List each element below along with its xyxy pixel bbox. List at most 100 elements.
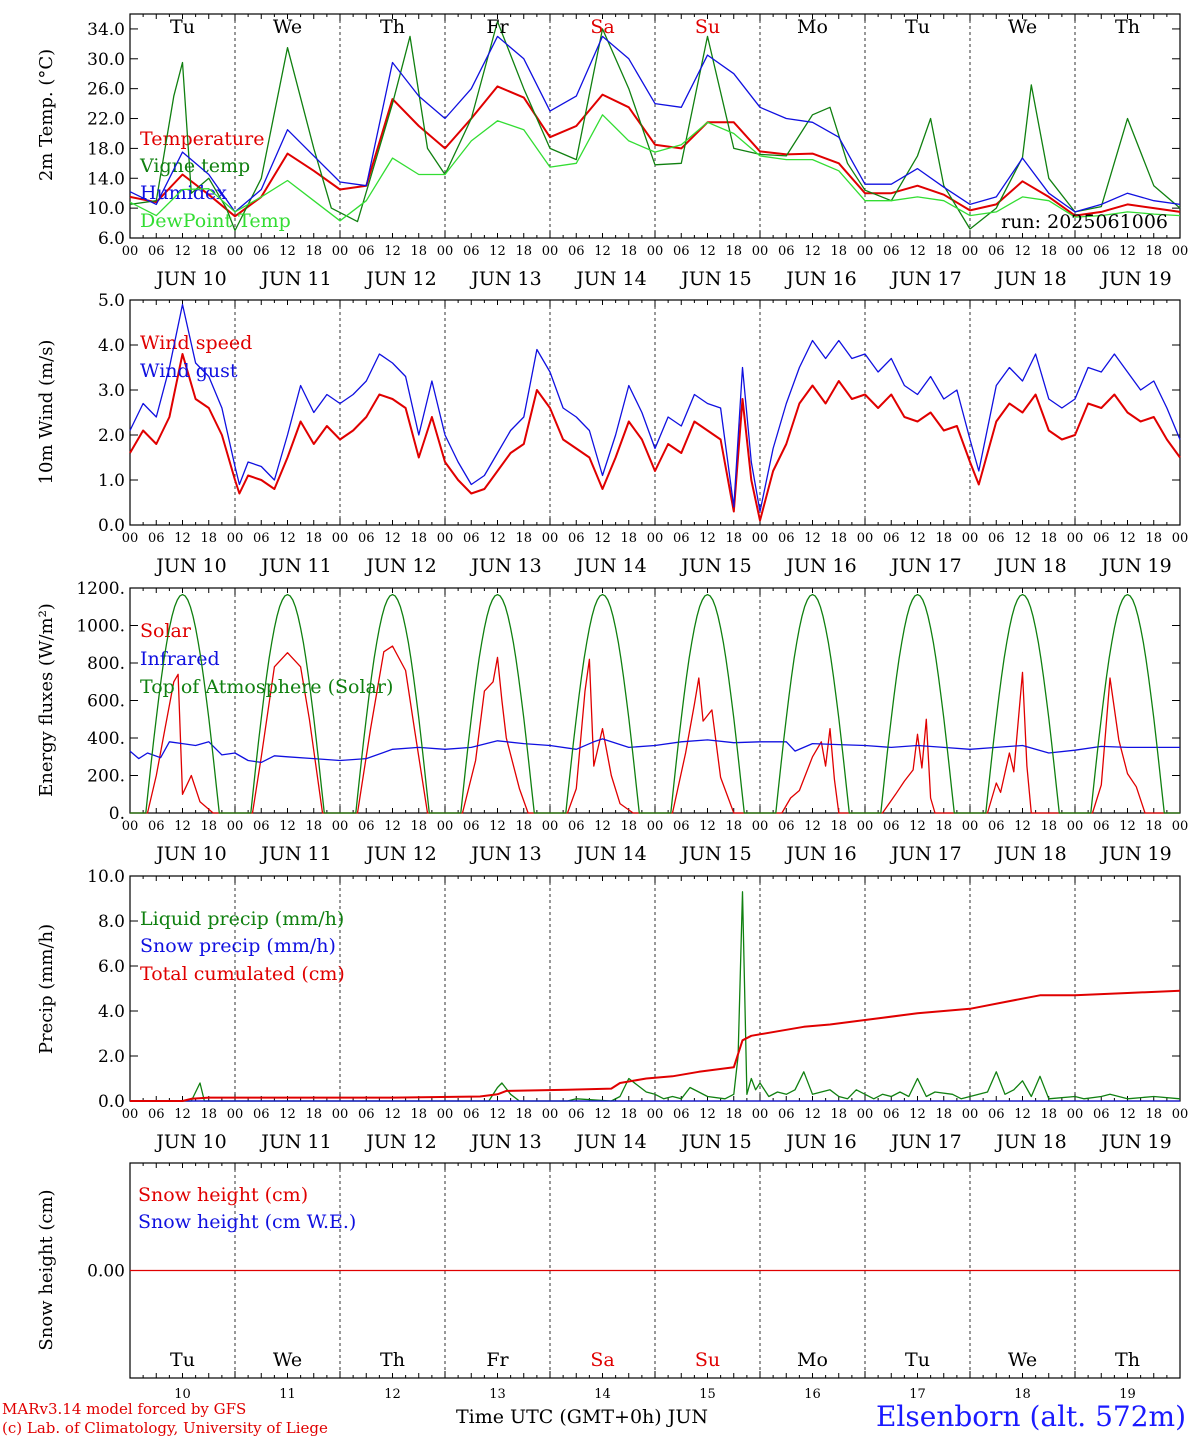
y-tick-label: 30.0 <box>87 50 125 70</box>
hour-label: 00 <box>647 531 664 546</box>
hour-label: 06 <box>358 819 375 834</box>
hour-label: 18 <box>200 819 217 834</box>
hour-label: 06 <box>568 244 585 259</box>
date-label: JUN 16 <box>784 268 856 290</box>
hour-label: 06 <box>253 1107 270 1122</box>
hour-label: 12 <box>384 244 401 259</box>
hour-label: 18 <box>1145 244 1162 259</box>
hour-label: 12 <box>489 1107 506 1122</box>
series-line-total-cumulated-cm- <box>130 989 1181 1102</box>
hour-label: 00 <box>227 244 244 259</box>
hour-label: 18 <box>410 531 427 546</box>
hour-label: 12 <box>384 531 401 546</box>
date-label: JUN 17 <box>889 1131 961 1153</box>
hour-label: 00 <box>647 819 664 834</box>
hour-label: 06 <box>148 531 165 546</box>
legend-entry: Snow height (cm) <box>138 1184 308 1206</box>
date-label: JUN 19 <box>1099 1131 1171 1153</box>
hour-label: 06 <box>778 819 795 834</box>
hour-label: 06 <box>253 819 270 834</box>
day-name-bottom: Tu <box>170 1349 195 1371</box>
hour-label: 00 <box>962 531 979 546</box>
y-tick-label: 6.0 <box>98 229 125 249</box>
day-name-top: We <box>1008 16 1037 38</box>
hour-label: 18 <box>1145 819 1162 834</box>
hour-label: 06 <box>358 244 375 259</box>
date-label: JUN 16 <box>784 555 856 577</box>
panel-frame <box>129 587 1181 814</box>
hour-label: 18 <box>410 819 427 834</box>
day-name-top: Th <box>1115 16 1140 38</box>
hour-label: 18 <box>830 244 847 259</box>
hour-label: 12 <box>804 531 821 546</box>
hour-label: 06 <box>988 819 1005 834</box>
series-line-wind-speed <box>129 353 1181 522</box>
hour-label: 00 <box>542 1107 559 1122</box>
date-label: JUN 16 <box>784 1131 856 1153</box>
legend-entry: Liquid precip (mm/h) <box>140 908 344 930</box>
hour-label: 18 <box>620 1107 637 1122</box>
hour-label: 12 <box>489 819 506 834</box>
hour-label: 18 <box>305 531 322 546</box>
hour-label: 18 <box>515 819 532 834</box>
date-label: JUN 15 <box>679 843 751 865</box>
day-date-bottom: 14 <box>594 1387 611 1402</box>
series-line-temperature <box>129 85 1181 218</box>
hour-label: 00 <box>962 819 979 834</box>
hour-label: 12 <box>1119 819 1136 834</box>
legend-entry: Temperature <box>140 128 264 150</box>
day-name-bottom: We <box>273 1349 302 1371</box>
hour-label: 18 <box>200 1107 217 1122</box>
hour-label: 12 <box>699 1107 716 1122</box>
y-tick-label: 2.0 <box>98 1047 125 1067</box>
hour-label: 06 <box>988 1107 1005 1122</box>
hour-label: 12 <box>909 1107 926 1122</box>
hour-label: 06 <box>358 531 375 546</box>
hour-label: 18 <box>725 244 742 259</box>
date-label: JUN 13 <box>469 1131 541 1153</box>
series-line-dewpoint-temp <box>129 114 1181 222</box>
hour-label: 18 <box>1040 244 1057 259</box>
y-tick-label: 14.0 <box>87 169 125 189</box>
date-label: JUN 10 <box>154 1131 226 1153</box>
hour-label: 12 <box>1119 244 1136 259</box>
date-label: JUN 10 <box>154 555 226 577</box>
date-label: JUN 13 <box>469 843 541 865</box>
hour-label: 18 <box>515 244 532 259</box>
hour-label: 12 <box>594 1107 611 1122</box>
hour-label: 00 <box>542 531 559 546</box>
hour-label: 06 <box>883 1107 900 1122</box>
hour-label: 12 <box>489 531 506 546</box>
date-label: JUN 19 <box>1099 268 1171 290</box>
run-label: run: 2025061006 <box>1001 211 1168 233</box>
date-label: JUN 16 <box>784 843 856 865</box>
model-credit-line2: (c) Lab. of Climatology, University of L… <box>2 1419 328 1437</box>
hour-label: 00 <box>122 244 139 259</box>
legend-entry: Vigne temp <box>139 155 250 177</box>
hour-label: 18 <box>200 531 217 546</box>
hour-label: 12 <box>174 1107 191 1122</box>
y-tick-label: 0.0 <box>98 1092 125 1112</box>
hour-label: 06 <box>883 531 900 546</box>
hour-label: 06 <box>463 819 480 834</box>
hour-label: 00 <box>332 531 349 546</box>
model-credit: MARv3.14 model forced by GFS (c) Lab. of… <box>2 1400 328 1438</box>
hour-label: 06 <box>1093 819 1110 834</box>
hour-label: 00 <box>542 819 559 834</box>
date-label: JUN 11 <box>259 1131 331 1153</box>
day-name-top: We <box>273 16 302 38</box>
hour-label: 12 <box>909 244 926 259</box>
hour-label: 12 <box>384 819 401 834</box>
hour-label: 00 <box>1172 244 1189 259</box>
hour-label: 18 <box>515 1107 532 1122</box>
date-label: JUN 14 <box>574 268 646 290</box>
legend-entry: Wind speed <box>140 332 252 354</box>
day-name-top: Sa <box>590 16 614 38</box>
date-label: JUN 17 <box>889 555 961 577</box>
day-name-bottom: Sa <box>590 1349 614 1371</box>
day-name-top: Fr <box>486 16 509 38</box>
hour-label: 12 <box>1014 244 1031 259</box>
hour-label: 18 <box>1145 1107 1162 1122</box>
legend-entry: Wind gust <box>140 360 238 382</box>
legend-entry: DewPoint Temp <box>140 210 291 232</box>
